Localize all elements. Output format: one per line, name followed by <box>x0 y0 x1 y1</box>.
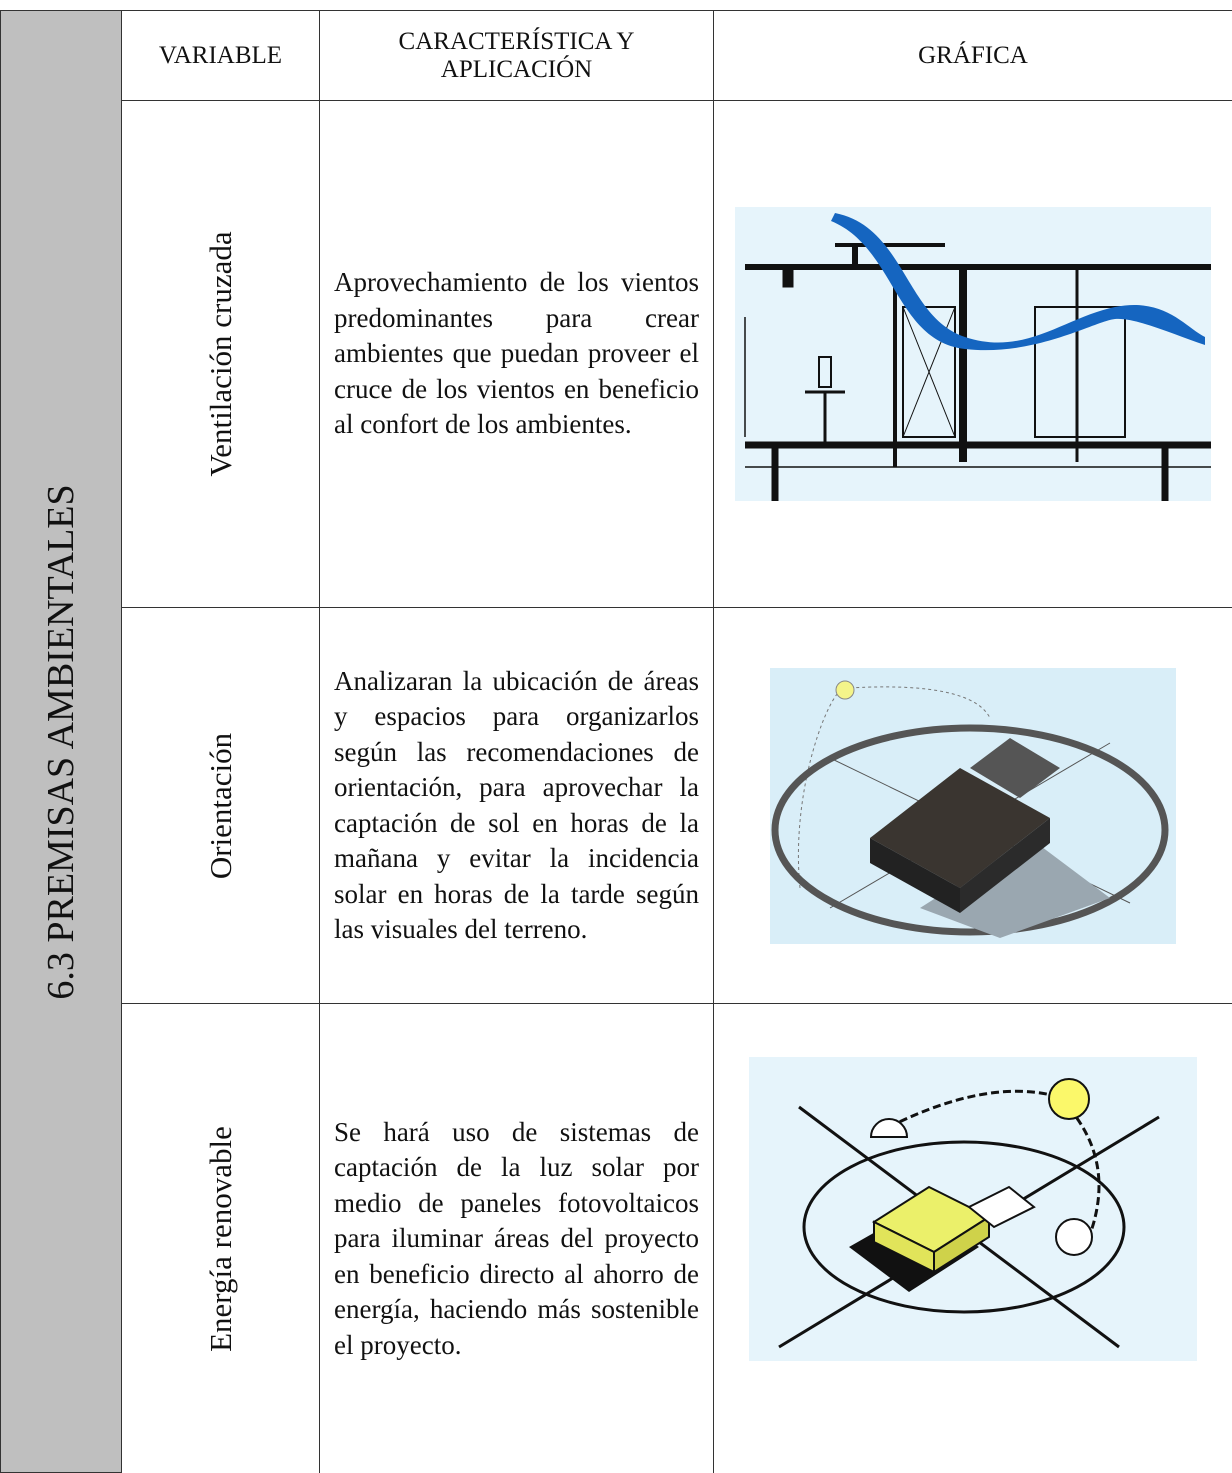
description-text: Aprovechamiento de los vientos predomina… <box>334 267 699 440</box>
ventilation-illustration <box>735 207 1211 501</box>
description-text: Analizaran la ubicación de áreas y espac… <box>334 665 699 945</box>
side-panel: 6.3 PREMISAS AMBIENTALES <box>0 10 122 1473</box>
variable-cell: Orientación <box>122 608 320 1004</box>
graphic-cell <box>714 1004 1232 1473</box>
header-text: VARIABLE <box>158 41 283 69</box>
energy-illustration <box>749 1057 1197 1361</box>
graphic-cell <box>714 101 1232 608</box>
header-text: CARACTERÍSTICA Y APLICACIÓN <box>398 27 635 83</box>
orientation-illustration <box>770 667 1176 944</box>
header-cell: GRÁFICA <box>714 10 1232 101</box>
variable-text: Ventilación cruzada <box>202 231 238 477</box>
variable-cell: Ventilación cruzada <box>122 101 320 608</box>
description-cell: Aprovechamiento de los vientos predomina… <box>320 101 714 608</box>
side-label: 6.3 PREMISAS AMBIENTALES <box>40 483 82 1000</box>
header-cell: CARACTERÍSTICA Y APLICACIÓN <box>320 10 714 101</box>
graphic-cell <box>714 608 1232 1004</box>
header-text: GRÁFICA <box>918 41 1028 69</box>
description-cell: Analizaran la ubicación de áreas y espac… <box>320 608 714 1004</box>
description-text: Se hará uso de sistemas de captación de … <box>334 1116 699 1360</box>
description-cell: Se hará uso de sistemas de captación de … <box>320 1004 714 1473</box>
variable-cell: Energía renovable <box>122 1004 320 1473</box>
variable-text: Energía renovable <box>202 1126 238 1352</box>
header-cell: VARIABLE <box>122 10 320 101</box>
variable-text: Orientación <box>202 732 238 879</box>
